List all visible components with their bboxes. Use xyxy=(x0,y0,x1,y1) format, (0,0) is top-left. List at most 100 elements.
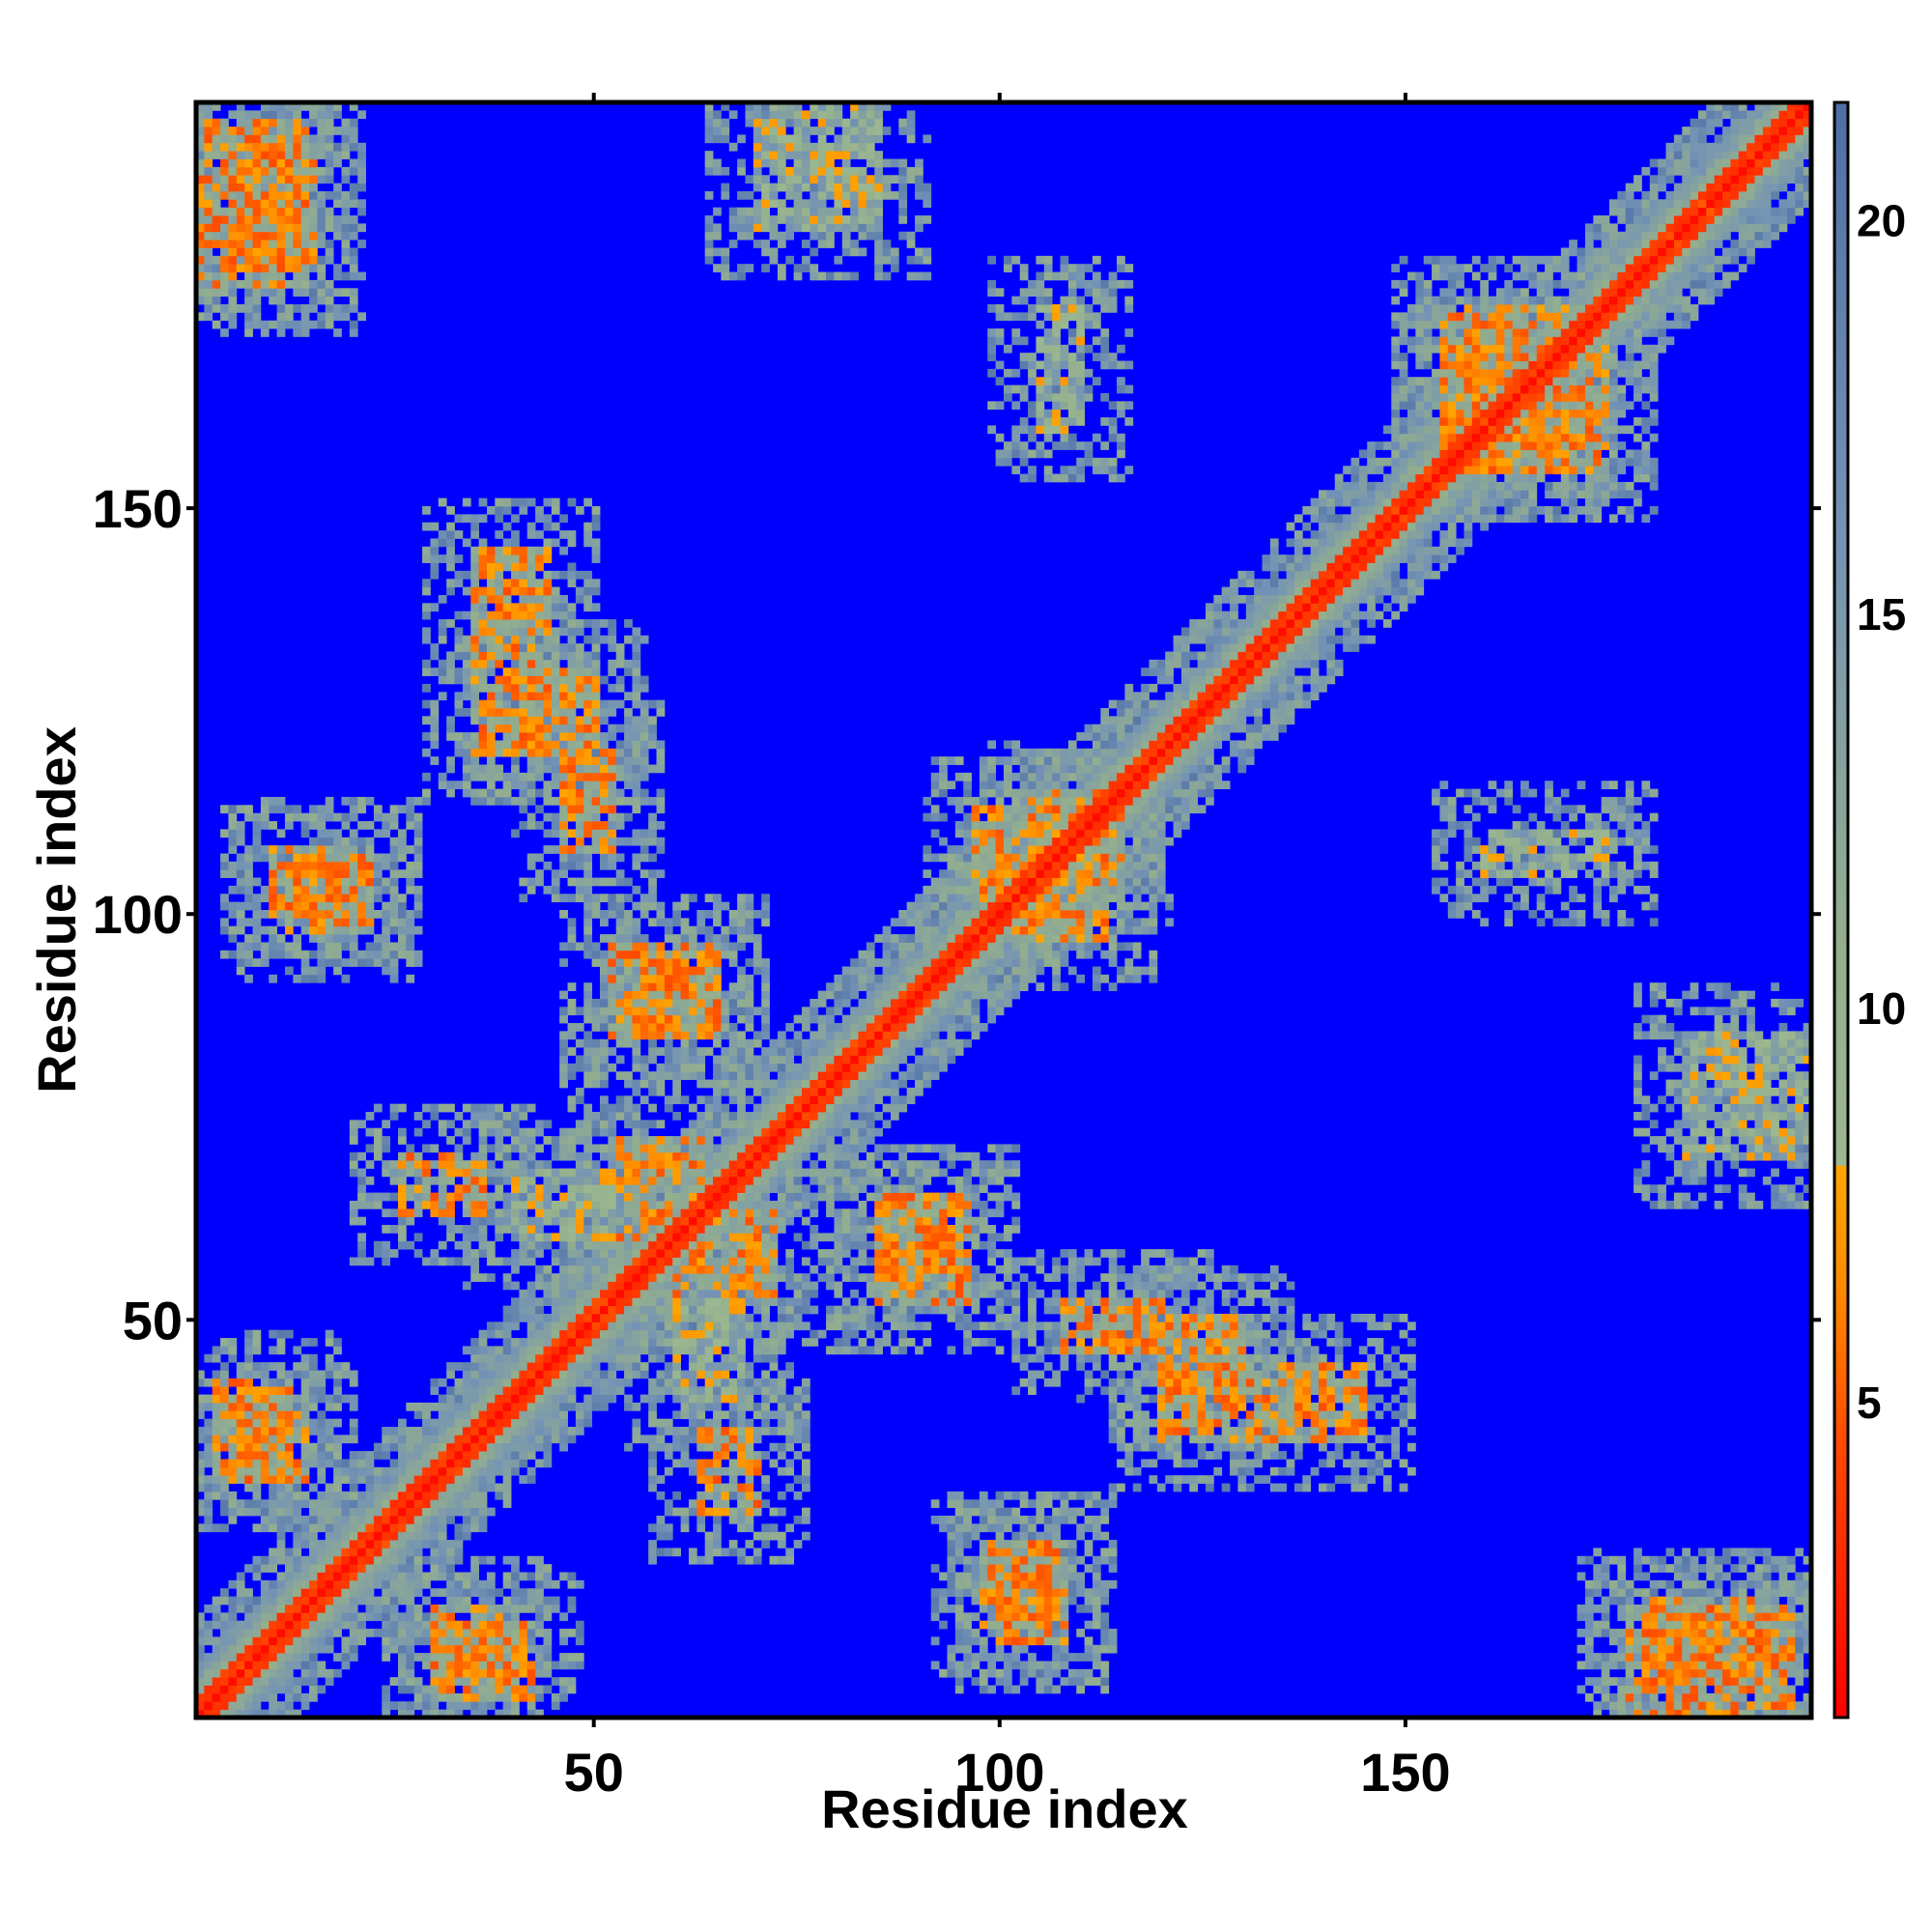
heatmap-cell xyxy=(639,837,649,846)
heatmap-cell xyxy=(333,271,342,281)
heatmap-cell xyxy=(220,271,229,281)
heatmap-cell xyxy=(664,958,673,967)
heatmap-cell xyxy=(502,1120,512,1129)
heatmap-cell xyxy=(430,1112,440,1121)
heatmap-cell xyxy=(575,506,584,515)
heatmap-cell xyxy=(389,1176,399,1185)
heatmap-cell xyxy=(276,1661,286,1670)
heatmap-cell xyxy=(349,1629,358,1637)
heatmap-cell xyxy=(284,320,294,329)
heatmap-cell xyxy=(228,223,238,233)
heatmap-cell xyxy=(575,1620,584,1630)
heatmap-cell xyxy=(260,942,270,952)
heatmap-cell xyxy=(220,1362,229,1371)
heatmap-cell xyxy=(478,1709,488,1719)
heatmap-cell xyxy=(478,764,488,774)
heatmap-cell xyxy=(575,764,584,774)
heatmap-cell xyxy=(713,1386,722,1395)
heatmap-cell xyxy=(559,861,568,870)
heatmap-cell xyxy=(341,1362,351,1371)
heatmap-cell xyxy=(373,1127,383,1137)
heatmap-cell xyxy=(648,918,657,927)
heatmap-cell xyxy=(300,142,310,152)
heatmap-cell xyxy=(228,1346,238,1355)
heatmap-cell xyxy=(260,1435,270,1444)
heatmap-cell xyxy=(591,845,601,854)
heatmap-cell xyxy=(551,1353,560,1363)
heatmap-cell xyxy=(446,1596,455,1605)
heatmap-cell xyxy=(438,497,447,507)
heatmap-cell xyxy=(430,724,440,733)
heatmap-cell xyxy=(413,853,423,863)
heatmap-cell xyxy=(551,538,560,548)
heatmap-cell xyxy=(591,821,601,830)
heatmap-cell xyxy=(317,1644,327,1654)
heatmap-cell xyxy=(413,1677,423,1686)
heatmap-cell xyxy=(632,740,641,750)
heatmap-cell xyxy=(656,1442,666,1452)
heatmap-cell xyxy=(567,788,577,798)
heatmap-cell xyxy=(624,934,633,943)
heatmap-cell xyxy=(341,1548,351,1557)
heatmap-cell xyxy=(567,1023,577,1032)
heatmap-cell xyxy=(535,1378,544,1387)
heatmap-cell xyxy=(269,1507,277,1517)
heatmap-cell xyxy=(462,1596,471,1605)
heatmap-cell xyxy=(276,805,286,814)
heatmap-cell xyxy=(648,1402,657,1411)
heatmap-cell xyxy=(293,240,302,248)
heatmap-cell xyxy=(688,1548,697,1557)
heatmap-cell xyxy=(284,151,294,159)
heatmap-cell xyxy=(462,1362,471,1371)
heatmap-cell xyxy=(357,1233,366,1242)
heatmap-cell xyxy=(559,1314,568,1322)
heatmap-cell xyxy=(526,1314,536,1322)
heatmap-cell xyxy=(293,861,302,870)
heatmap-cell xyxy=(269,175,277,184)
heatmap-cell xyxy=(462,1459,471,1468)
heatmap-cell xyxy=(293,190,302,200)
heatmap-cell xyxy=(252,271,262,281)
heatmap-cell xyxy=(608,772,617,781)
heatmap-cell xyxy=(373,934,383,943)
heatmap-cell xyxy=(535,708,544,717)
heatmap-cell xyxy=(688,1136,697,1145)
heatmap-cell xyxy=(276,1435,286,1444)
heatmap-cell xyxy=(608,1386,617,1395)
heatmap-cell xyxy=(519,1225,528,1234)
heatmap-cell xyxy=(349,1168,358,1178)
heatmap-cell xyxy=(575,1055,584,1065)
heatmap-cell xyxy=(244,207,253,216)
heatmap-cell xyxy=(349,1491,358,1500)
heatmap-cell xyxy=(244,247,253,257)
heatmap-cell xyxy=(656,1160,666,1169)
heatmap-cell xyxy=(252,1427,262,1435)
heatmap-cell xyxy=(696,1459,706,1468)
heatmap-cell xyxy=(608,910,617,919)
heatmap-cell xyxy=(632,966,641,976)
heatmap-cell xyxy=(252,1362,262,1371)
heatmap-cell xyxy=(535,1321,544,1331)
heatmap-cell xyxy=(300,175,310,184)
heatmap-cell xyxy=(422,554,431,563)
heatmap-cell xyxy=(341,118,351,128)
heatmap-cell xyxy=(382,1442,391,1452)
heatmap-cell xyxy=(446,1620,455,1630)
heatmap-cell xyxy=(430,732,440,741)
heatmap-cell xyxy=(204,1685,213,1694)
heatmap-cell xyxy=(269,1410,277,1420)
heatmap-cell xyxy=(260,1362,270,1371)
heatmap-cell xyxy=(398,1661,407,1670)
heatmap-cell xyxy=(317,861,327,870)
heatmap-cell xyxy=(228,805,238,814)
heatmap-cell xyxy=(583,821,593,830)
heatmap-cell xyxy=(349,142,358,152)
heatmap-cell xyxy=(252,1596,262,1605)
heatmap-cell xyxy=(559,1378,568,1387)
heatmap-cell xyxy=(269,1579,277,1589)
heatmap-cell xyxy=(583,699,593,709)
heatmap-cell xyxy=(357,1200,366,1209)
heatmap-cell xyxy=(382,1612,391,1622)
heatmap-cell xyxy=(446,1136,455,1145)
heatmap-cell xyxy=(486,594,496,604)
